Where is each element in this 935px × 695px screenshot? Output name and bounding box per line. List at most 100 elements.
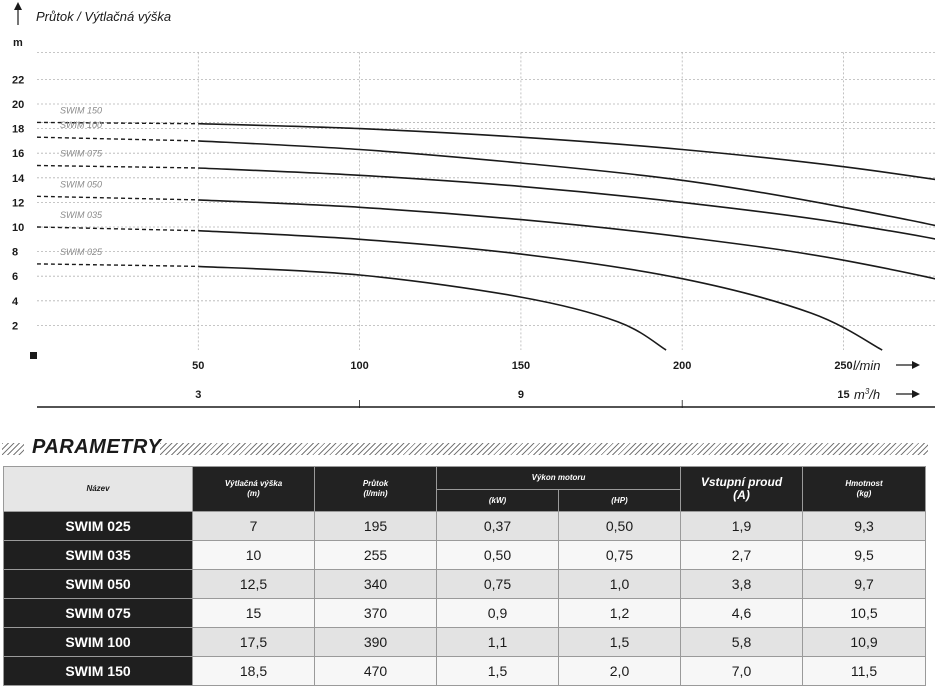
series-label: SWIM 050 xyxy=(60,179,102,189)
cell-vyska: 17,5 xyxy=(192,627,315,657)
cell-vyska: 12,5 xyxy=(192,569,315,599)
y-tick-label: 12 xyxy=(12,197,24,209)
cell-hp: 0,75 xyxy=(558,540,681,570)
curve-dashed xyxy=(36,164,199,169)
chart-axes: Průtok / Výtlačná výška l/min m3/h xyxy=(14,2,935,408)
curve-line xyxy=(198,140,935,227)
cell-name: SWIM 100 xyxy=(3,627,193,657)
series-label: SWIM 075 xyxy=(60,149,103,159)
cell-name: SWIM 035 xyxy=(3,540,193,570)
curve-line xyxy=(198,199,935,280)
x-axis-title-lmin: l/min xyxy=(853,358,880,373)
cell-kw: 0,37 xyxy=(436,511,559,541)
cell-kw: 1,5 xyxy=(436,656,559,686)
header-vyska: Výtlačná výška (m) xyxy=(192,466,315,512)
y-tick-label: 16 xyxy=(12,148,24,160)
cell-proud: 4,6 xyxy=(680,598,803,628)
y-tick-label: 2 xyxy=(12,320,18,332)
y-tick-label: 4 xyxy=(12,296,19,308)
x-tick-label-m3h: 15 xyxy=(837,389,849,401)
cell-name: SWIM 150 xyxy=(3,656,193,686)
cell-prutok: 370 xyxy=(314,598,437,628)
y-unit-label: m xyxy=(13,37,23,49)
curve-line xyxy=(198,229,883,351)
y-tick-label: 6 xyxy=(12,271,18,283)
table-row: SWIM 035 10 255 0,50 0,75 2,7 9,5 xyxy=(3,540,926,570)
cell-hmotnost: 9,7 xyxy=(802,569,926,599)
cell-kw: 1,1 xyxy=(436,627,559,657)
cell-prutok: 195 xyxy=(314,511,437,541)
curve-dashed xyxy=(36,263,199,268)
cell-hp: 1,5 xyxy=(558,627,681,657)
cell-prutok: 255 xyxy=(314,540,437,570)
curve-dashed xyxy=(36,121,199,125)
curve-line xyxy=(198,122,935,181)
cell-kw: 0,9 xyxy=(436,598,559,628)
cell-hmotnost: 10,5 xyxy=(802,598,926,628)
curve-line xyxy=(198,167,935,240)
y-tick-label: 10 xyxy=(12,222,24,234)
header-vykon: Výkon motoru xyxy=(436,466,681,490)
table-row: SWIM 050 12,5 340 0,75 1,0 3,8 9,7 xyxy=(3,569,926,599)
cell-name: SWIM 025 xyxy=(3,511,193,541)
header-prutok: Průtok (l/min) xyxy=(314,466,437,512)
arrow-up-icon xyxy=(14,2,22,10)
curve-line xyxy=(198,265,667,351)
x-tick-labels: 5010015020025030035040045039152127 xyxy=(192,360,853,401)
header-proud: Vstupní proud (A) xyxy=(680,466,803,512)
cell-proud: 7,0 xyxy=(680,656,803,686)
cell-hp: 1,0 xyxy=(558,569,681,599)
cell-hp: 1,2 xyxy=(558,598,681,628)
hatch-decoration-left xyxy=(2,443,24,455)
y-tick-label: 8 xyxy=(12,247,18,259)
series-label: SWIM 100 xyxy=(60,120,102,130)
chart-grid xyxy=(37,51,935,350)
table-row: SWIM 075 15 370 0,9 1,2 4,6 10,5 xyxy=(3,598,926,628)
series-label: SWIM 150 xyxy=(60,105,102,115)
cell-vyska: 7 xyxy=(192,511,315,541)
header-hp: (HP) xyxy=(558,489,681,512)
table-row: SWIM 100 17,5 390 1,1 1,5 5,8 10,9 xyxy=(3,627,926,657)
y-tick-label: 22 xyxy=(12,74,24,86)
cell-prutok: 340 xyxy=(314,569,437,599)
series-label: SWIM 035 xyxy=(60,210,103,220)
y-axis-title: Průtok / Výtlačná výška xyxy=(36,9,171,24)
cell-hp: 0,50 xyxy=(558,511,681,541)
cell-proud: 1,9 xyxy=(680,511,803,541)
y-tick-label: 20 xyxy=(12,99,24,111)
x-tick-label-lmin: 150 xyxy=(512,360,530,372)
cell-name: SWIM 075 xyxy=(3,598,193,628)
cell-kw: 0,50 xyxy=(436,540,559,570)
header-hmotnost: Hmotnost (kg) xyxy=(802,466,926,512)
chart-curves: SWIM 150 SWIM 100 SWIM 075 SWIM 050 SWIM 035… xyxy=(36,105,935,351)
cell-prutok: 470 xyxy=(314,656,437,686)
header-nazev: Název xyxy=(3,466,193,512)
section-header: PARAMETRY xyxy=(2,436,928,462)
x-axis-title-m3h: m3/h xyxy=(854,387,880,402)
arrow-right-icon xyxy=(912,361,920,369)
y-tick-label: 18 xyxy=(12,124,24,136)
cell-hmotnost: 9,5 xyxy=(802,540,926,570)
cell-prutok: 390 xyxy=(314,627,437,657)
x-tick-label-lmin: 100 xyxy=(350,360,368,372)
x-tick-label-lmin: 50 xyxy=(192,360,204,372)
origin-marker xyxy=(30,352,37,359)
y-tick-label: 14 xyxy=(12,173,25,185)
cell-hmotnost: 9,3 xyxy=(802,511,926,541)
curve-dashed xyxy=(36,136,199,142)
section-title: PARAMETRY xyxy=(32,436,162,458)
curve-dashed xyxy=(36,226,199,232)
cell-proud: 2,7 xyxy=(680,540,803,570)
hatch-decoration-right xyxy=(160,443,928,455)
cell-vyska: 15 xyxy=(192,598,315,628)
series-label: SWIM 025 xyxy=(60,247,103,257)
cell-name: SWIM 050 xyxy=(3,569,193,599)
cell-proud: 5,8 xyxy=(680,627,803,657)
cell-vyska: 10 xyxy=(192,540,315,570)
x-tick-label-m3h: 9 xyxy=(518,389,524,401)
cell-vyska: 18,5 xyxy=(192,656,315,686)
arrow-right-icon xyxy=(912,390,920,398)
cell-hmotnost: 11,5 xyxy=(802,656,926,686)
cell-kw: 0,75 xyxy=(436,569,559,599)
x-tick-label-lmin: 250 xyxy=(834,360,852,372)
